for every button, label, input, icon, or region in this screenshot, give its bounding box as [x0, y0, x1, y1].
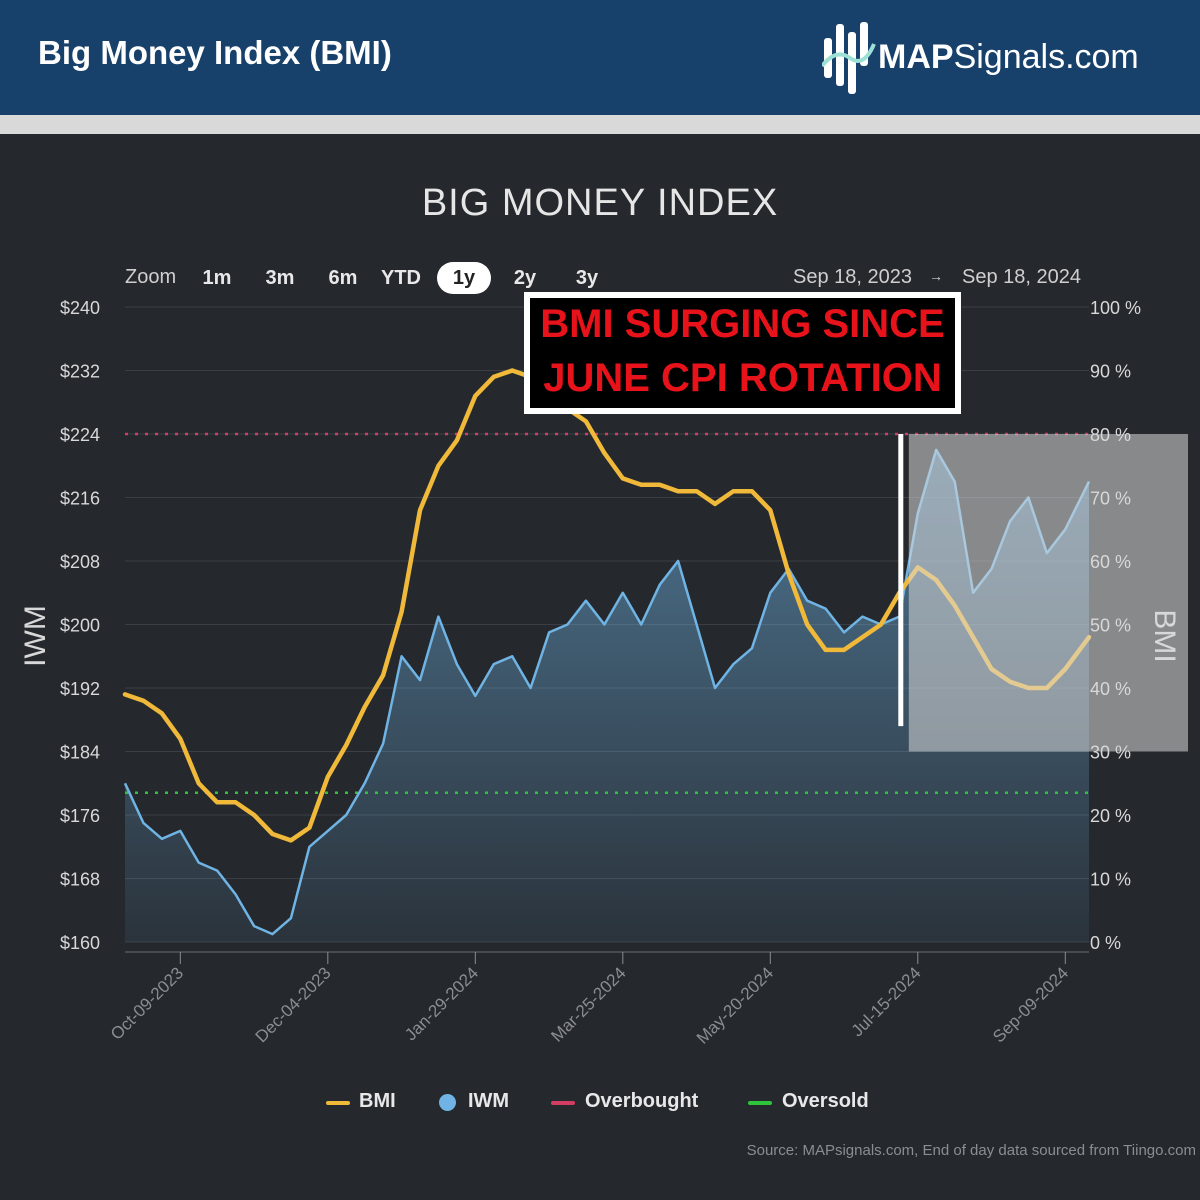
legend-oversold-swatch	[748, 1101, 772, 1105]
right-tick-label: 20 %	[1090, 806, 1131, 826]
left-tick-label: $192	[60, 679, 100, 699]
legend-overbought[interactable]: Overbought	[585, 1090, 699, 1112]
range-arrow-icon: →	[929, 268, 943, 284]
left-axis-label: IWM	[19, 605, 52, 667]
highlight-layer	[898, 434, 1188, 752]
legend-overbought-swatch	[551, 1101, 575, 1105]
header-divider	[0, 115, 1200, 134]
zoom-1m-button[interactable]: 1m	[202, 267, 232, 289]
iwm-area-layer	[125, 449, 1089, 942]
x-tick-label: Sep-09-2024	[989, 963, 1072, 1046]
left-tick-label: $168	[60, 870, 100, 890]
left-tick-label: $216	[60, 489, 100, 509]
annotation-box: BMI SURGING SINCE JUNE CPI ROTATION	[530, 298, 955, 408]
zoom-2y-button[interactable]: 2y	[513, 267, 537, 289]
zoom-3m-button[interactable]: 3m	[265, 267, 295, 289]
left-tick-label: $208	[60, 552, 100, 572]
right-tick-label: 80 %	[1090, 425, 1131, 445]
x-axis-ticks: Oct-09-2023 Dec-04-2023 Jan-29-2024 Mar-25-…	[107, 952, 1072, 1048]
map-signals-logo-icon	[822, 22, 876, 94]
x-tick-label: Dec-04-2023	[252, 963, 335, 1046]
brand-rest: Signals.com	[953, 38, 1139, 76]
chart-title: BIG MONEY INDEX	[421, 182, 779, 224]
iwm-area	[125, 449, 1089, 942]
right-tick-label: 30 %	[1090, 743, 1131, 763]
annotation-line-1: BMI SURGING SINCE	[540, 302, 945, 346]
right-axis-label: BMI	[1148, 609, 1181, 662]
range-to-date[interactable]: Sep 18, 2024	[962, 266, 1081, 288]
left-tick-label: $240	[60, 298, 100, 318]
right-axis-ticks: 100 % 90 % 80 % 70 % 60 % 50 % 40 % 30 % 20 % 10 …	[1090, 298, 1141, 953]
left-tick-label: $160	[60, 933, 100, 953]
right-tick-label: 90 %	[1090, 362, 1131, 382]
x-tick-label: Mar-25-2024	[547, 963, 629, 1045]
legend-bmi-swatch	[326, 1101, 350, 1105]
left-tick-label: $200	[60, 616, 100, 636]
right-tick-label: 10 %	[1090, 870, 1131, 890]
annotation-callout: BMI SURGING SINCE JUNE CPI ROTATION	[524, 292, 961, 414]
legend-oversold[interactable]: Oversold	[782, 1090, 869, 1112]
left-tick-label: $184	[60, 743, 100, 763]
left-tick-label: $232	[60, 362, 100, 382]
range-from-date[interactable]: Sep 18, 2023	[793, 266, 912, 288]
right-tick-label: 50 %	[1090, 616, 1131, 636]
right-tick-label: 40 %	[1090, 679, 1131, 699]
zoom-label: Zoom	[125, 266, 177, 288]
x-tick-label: Oct-09-2023	[107, 963, 187, 1043]
zoom-3y-button[interactable]: 3y	[575, 267, 599, 289]
highlight-box	[908, 434, 1188, 752]
brand-name: MAPSignals.com	[878, 38, 1139, 77]
legend-iwm-swatch	[439, 1094, 456, 1111]
left-tick-label: $224	[60, 425, 100, 445]
reference-lines	[125, 432, 1089, 795]
x-tick-label: Jan-29-2024	[401, 963, 482, 1044]
x-tick-label: Jul-15-2024	[848, 963, 925, 1040]
zoom-6m-button[interactable]: 6m	[328, 267, 358, 289]
x-tick-label: May-20-2024	[693, 963, 777, 1047]
left-axis-ticks: $240 $232 $224 $216 $208 $200 $192 $184 $176 $168…	[60, 298, 100, 953]
right-tick-label: 60 %	[1090, 552, 1131, 572]
legend-bmi[interactable]: BMI	[359, 1090, 396, 1112]
brand-logo[interactable]: MAPSignals.com	[822, 18, 1182, 98]
zoom-1y-button[interactable]: 1y	[437, 262, 491, 294]
annotation-line-2: JUNE CPI ROTATION	[543, 356, 942, 400]
header-bar: Big Money Index (BMI) MAPSignals.com	[0, 0, 1200, 115]
left-tick-label: $176	[60, 806, 100, 826]
brand-strong: MAP	[878, 38, 954, 76]
source-note: Source: MAPsignals.com, End of day data …	[746, 1142, 1196, 1159]
zoom-ytd-button[interactable]: YTD	[381, 267, 421, 289]
right-tick-label: 100 %	[1090, 298, 1141, 318]
right-tick-label: 0 %	[1090, 933, 1121, 953]
legend-iwm[interactable]: IWM	[468, 1090, 510, 1112]
page-title: Big Money Index (BMI)	[38, 34, 392, 71]
right-tick-label: 70 %	[1090, 489, 1131, 509]
